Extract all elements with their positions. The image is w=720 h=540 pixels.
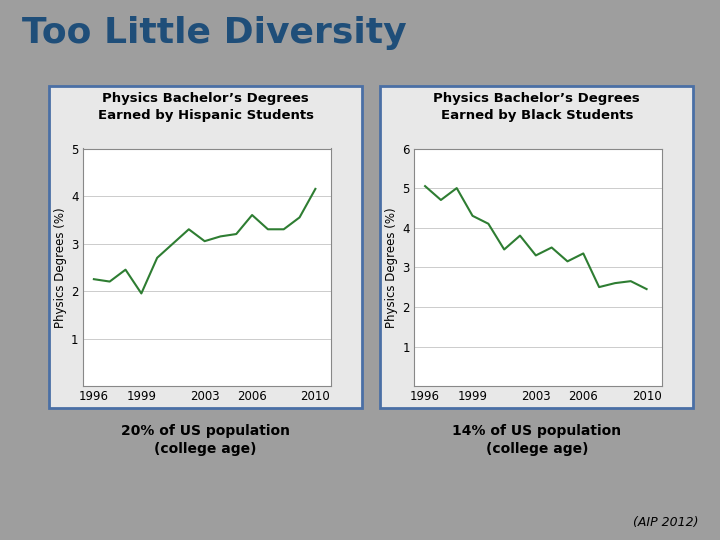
Text: Physics Bachelor’s Degrees
Earned by Hispanic Students: Physics Bachelor’s Degrees Earned by His… — [97, 92, 313, 122]
Y-axis label: Physics Degrees (%): Physics Degrees (%) — [385, 207, 398, 328]
Text: 20% of US population
(college age): 20% of US population (college age) — [121, 424, 290, 456]
Text: Too Little Diversity: Too Little Diversity — [22, 16, 406, 50]
Y-axis label: Physics Degrees (%): Physics Degrees (%) — [54, 207, 67, 328]
Text: Physics Bachelor’s Degrees
Earned by Black Students: Physics Bachelor’s Degrees Earned by Bla… — [433, 92, 640, 122]
Text: 14% of US population
(college age): 14% of US population (college age) — [452, 424, 621, 456]
Text: (AIP 2012): (AIP 2012) — [633, 516, 698, 529]
